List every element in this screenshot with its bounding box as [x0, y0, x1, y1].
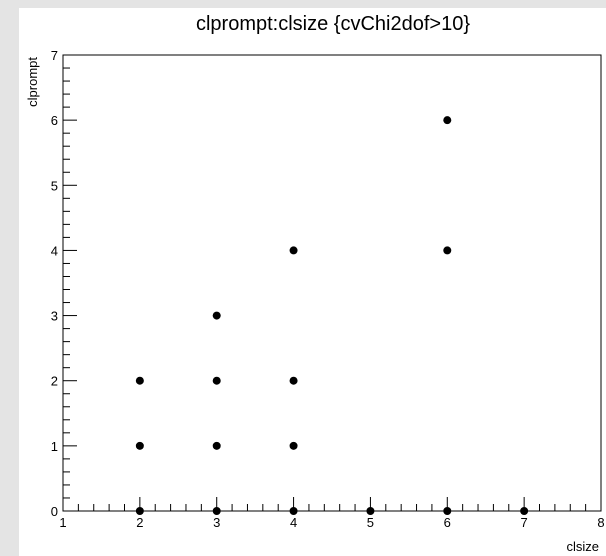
scatter-point [289, 376, 298, 385]
data-points [135, 116, 529, 515]
scatter-point [212, 311, 221, 320]
y-axis-tick-label: 7 [51, 48, 58, 63]
scatter-point [366, 507, 375, 515]
scatter-point [135, 376, 144, 385]
x-axis-tick-label: 1 [59, 515, 66, 530]
x-axis-tick-label: 2 [136, 515, 143, 530]
y-axis-tick-label: 1 [51, 439, 58, 454]
scatter-point [135, 507, 144, 515]
scatter-point [212, 507, 221, 515]
y-axis-tick-label: 4 [51, 243, 58, 258]
plot-pad [19, 8, 606, 556]
x-axis-tick-label: 8 [597, 515, 604, 530]
x-axis-tick-label: 7 [521, 515, 528, 530]
scatter-point [289, 441, 298, 450]
chart-title: clprompt:clsize {cvChi2dof>10} [196, 13, 470, 35]
scatter-point [289, 507, 298, 515]
scatter-point [520, 507, 529, 515]
scatter-point [289, 246, 298, 255]
x-axis: 1 2 3 4 5 6 7 8 [59, 497, 605, 530]
plot-frame [62, 54, 602, 512]
x-axis-tick-label: 5 [367, 515, 374, 530]
x-axis-tick-label: 6 [444, 515, 451, 530]
y-axis-tick-label: 3 [51, 309, 58, 324]
y-axis-tick-label: 6 [51, 113, 58, 128]
scatter-point [443, 246, 452, 255]
y-axis: 0 1 2 3 4 5 6 7 [51, 48, 77, 519]
x-axis-tick-label: 3 [213, 515, 220, 530]
plot-frame-border [62, 54, 602, 512]
scatter-point [443, 116, 452, 125]
scatter-point [135, 441, 144, 450]
y-axis-tick-label: 2 [51, 374, 58, 389]
scatter-point [212, 441, 221, 450]
x-axis-tick-label: 4 [290, 515, 297, 530]
y-axis-tick-label: 5 [51, 178, 58, 193]
scatter-point [443, 507, 452, 515]
x-axis-title: clsize [566, 539, 599, 554]
y-axis-title: clprompt [25, 57, 40, 107]
y-axis-tick-label: 0 [51, 504, 58, 519]
scatter-point [212, 376, 221, 385]
